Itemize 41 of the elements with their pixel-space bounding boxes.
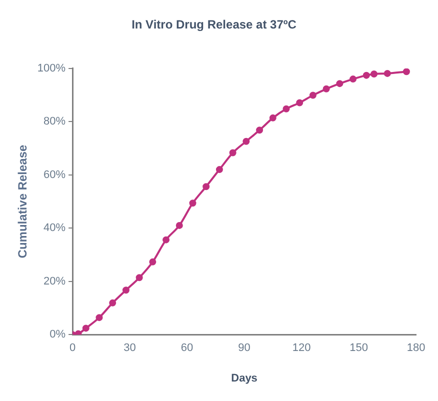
y-tick-label: 80% (44, 116, 66, 128)
point (82, 324, 90, 332)
point (189, 200, 196, 207)
point (162, 236, 170, 244)
x-tick-label: 150 (350, 342, 368, 354)
point (149, 258, 156, 266)
y-tick-label: 60% (44, 168, 66, 181)
x-tick-label: 60 (180, 342, 194, 354)
point (322, 85, 330, 92)
x-tick-label: 180 (406, 342, 426, 354)
point (202, 183, 210, 190)
point (256, 126, 264, 134)
point (122, 286, 130, 294)
x-tick-label: 90 (238, 342, 250, 354)
x-tick-label: 0 (69, 342, 76, 354)
chart-title: In Vitro Drug Release at 37ºC (132, 18, 297, 32)
y-tick-label: 0% (50, 328, 66, 341)
point (176, 222, 183, 229)
point (282, 105, 290, 112)
y-axis-title: Cumulative Release (16, 144, 30, 258)
point (136, 274, 143, 282)
point (309, 92, 316, 99)
point (242, 138, 250, 145)
y-tick-label: 40% (44, 222, 66, 234)
point (350, 76, 357, 83)
point (216, 166, 223, 174)
point (296, 99, 304, 106)
point (370, 70, 378, 78)
point (402, 68, 410, 76)
point (109, 299, 116, 306)
point (384, 70, 391, 77)
point (362, 72, 370, 79)
point (96, 314, 103, 322)
x-tick-label: 30 (124, 342, 136, 354)
point (269, 114, 276, 122)
point (336, 80, 344, 88)
x-axis-title: Days (231, 372, 258, 384)
point (229, 149, 236, 156)
x-tick-label: 120 (292, 342, 311, 354)
y-tick-label: 100% (37, 62, 66, 74)
y-tick-label: 20% (44, 275, 66, 288)
